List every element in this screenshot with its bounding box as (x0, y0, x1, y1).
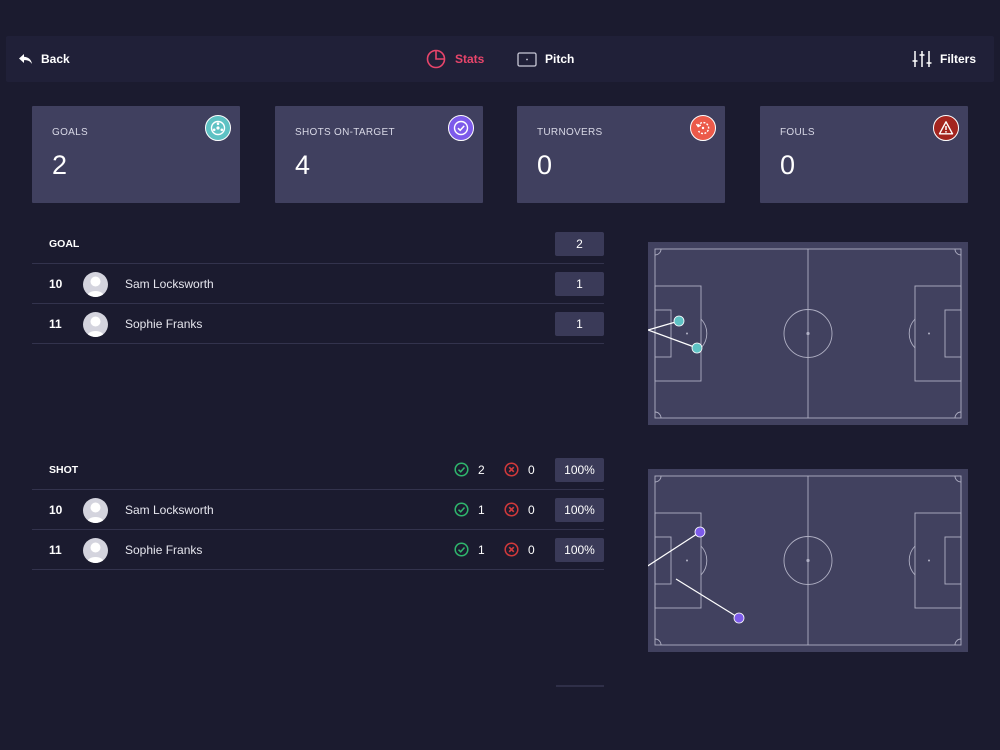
check-circle-icon (448, 115, 474, 141)
check-circle-icon (454, 502, 469, 517)
success-value: 1 (478, 502, 485, 517)
shot-success-count: 2 (454, 462, 485, 477)
card-value: 0 (537, 150, 553, 180)
pie-chart-icon (426, 49, 446, 69)
table-row[interactable]: 11 Sophie Franks 1 (32, 304, 604, 344)
fail-value: 0 (528, 502, 535, 517)
goal-shot-line (648, 329, 698, 349)
avatar (83, 498, 108, 523)
filters-button[interactable]: Filters (912, 36, 976, 82)
card-value: 0 (780, 150, 796, 180)
check-circle-icon (454, 462, 469, 477)
avatar (83, 272, 108, 297)
goal-pitch-map[interactable] (648, 242, 968, 425)
goal-total-pill: 2 (555, 232, 604, 256)
player-number: 10 (49, 277, 63, 291)
card-value: 2 (52, 150, 68, 180)
shot-marker[interactable] (733, 612, 745, 624)
check-circle-icon (454, 542, 469, 557)
shot-pct-pill: 100% (555, 498, 604, 522)
cross-circle-icon (504, 502, 519, 517)
fouls-card[interactable]: FOULS 0 (760, 106, 968, 203)
shot-success-count: 1 (454, 502, 485, 517)
player-number: 11 (49, 317, 62, 331)
player-name: Sam Locksworth (125, 277, 214, 291)
back-arrow-icon (19, 54, 32, 64)
goals-card[interactable]: GOALS 2 (32, 106, 240, 203)
cross-circle-icon (504, 462, 519, 477)
goal-marker[interactable] (673, 315, 685, 327)
cross-circle-icon (504, 542, 519, 557)
shot-pitch-map[interactable] (648, 469, 968, 652)
sliders-icon (912, 51, 932, 67)
back-button[interactable]: Back (18, 36, 70, 82)
shots-on-target-card[interactable]: SHOTS ON-TARGET 4 (275, 106, 483, 203)
scroll-hint (556, 685, 604, 687)
card-label: GOALS (52, 127, 88, 138)
section-title: SHOT (49, 464, 79, 476)
shot-fail-count: 0 (504, 462, 535, 477)
back-label: Back (41, 52, 70, 66)
table-row[interactable]: 10 Sam Locksworth 1 0 100% (32, 490, 604, 530)
table-row[interactable]: 11 Sophie Franks 1 0 100% (32, 530, 604, 570)
goal-count-pill: 1 (555, 272, 604, 296)
turnovers-card[interactable]: TURNOVERS 0 (517, 106, 725, 203)
fail-value: 0 (528, 542, 535, 557)
player-name: Sam Locksworth (125, 503, 214, 517)
player-name: Sophie Franks (125, 317, 203, 331)
shot-marker[interactable] (694, 526, 706, 538)
tab-pitch[interactable]: Pitch (517, 36, 574, 82)
top-bar: Back Stats Pitch Filters (6, 36, 994, 82)
warning-icon (933, 115, 959, 141)
player-number: 11 (49, 543, 62, 557)
shot-line (648, 531, 701, 567)
turnover-icon (690, 115, 716, 141)
shot-fail-count: 0 (504, 502, 535, 517)
avatar (83, 312, 108, 337)
card-value: 4 (295, 150, 311, 180)
goal-section-header[interactable]: GOAL 2 (32, 224, 604, 264)
shot-fail-count: 0 (504, 542, 535, 557)
pitch-icon (517, 51, 537, 67)
player-number: 10 (49, 503, 63, 517)
tab-stats-label: Stats (455, 52, 485, 66)
goal-marker[interactable] (691, 342, 703, 354)
avatar (83, 538, 108, 563)
card-label: FOULS (780, 127, 815, 138)
shot-success-count: 1 (454, 542, 485, 557)
section-title: GOAL (49, 238, 80, 250)
filters-label: Filters (939, 52, 976, 66)
shot-pct-pill: 100% (555, 458, 604, 482)
card-label: TURNOVERS (537, 127, 603, 138)
soccer-ball-icon (205, 115, 231, 141)
shot-section-header[interactable]: SHOT 2 0 100% (32, 450, 604, 490)
tab-stats[interactable]: Stats (426, 36, 484, 82)
tab-pitch-label: Pitch (545, 52, 575, 66)
success-value: 2 (478, 462, 485, 477)
success-value: 1 (478, 542, 485, 557)
shot-pct-pill: 100% (555, 538, 604, 562)
fail-value: 0 (528, 462, 535, 477)
table-row[interactable]: 10 Sam Locksworth 1 (32, 264, 604, 304)
player-name: Sophie Franks (125, 543, 203, 557)
shot-line (675, 578, 740, 619)
card-label: SHOTS ON-TARGET (295, 127, 395, 138)
goal-count-pill: 1 (555, 312, 604, 336)
